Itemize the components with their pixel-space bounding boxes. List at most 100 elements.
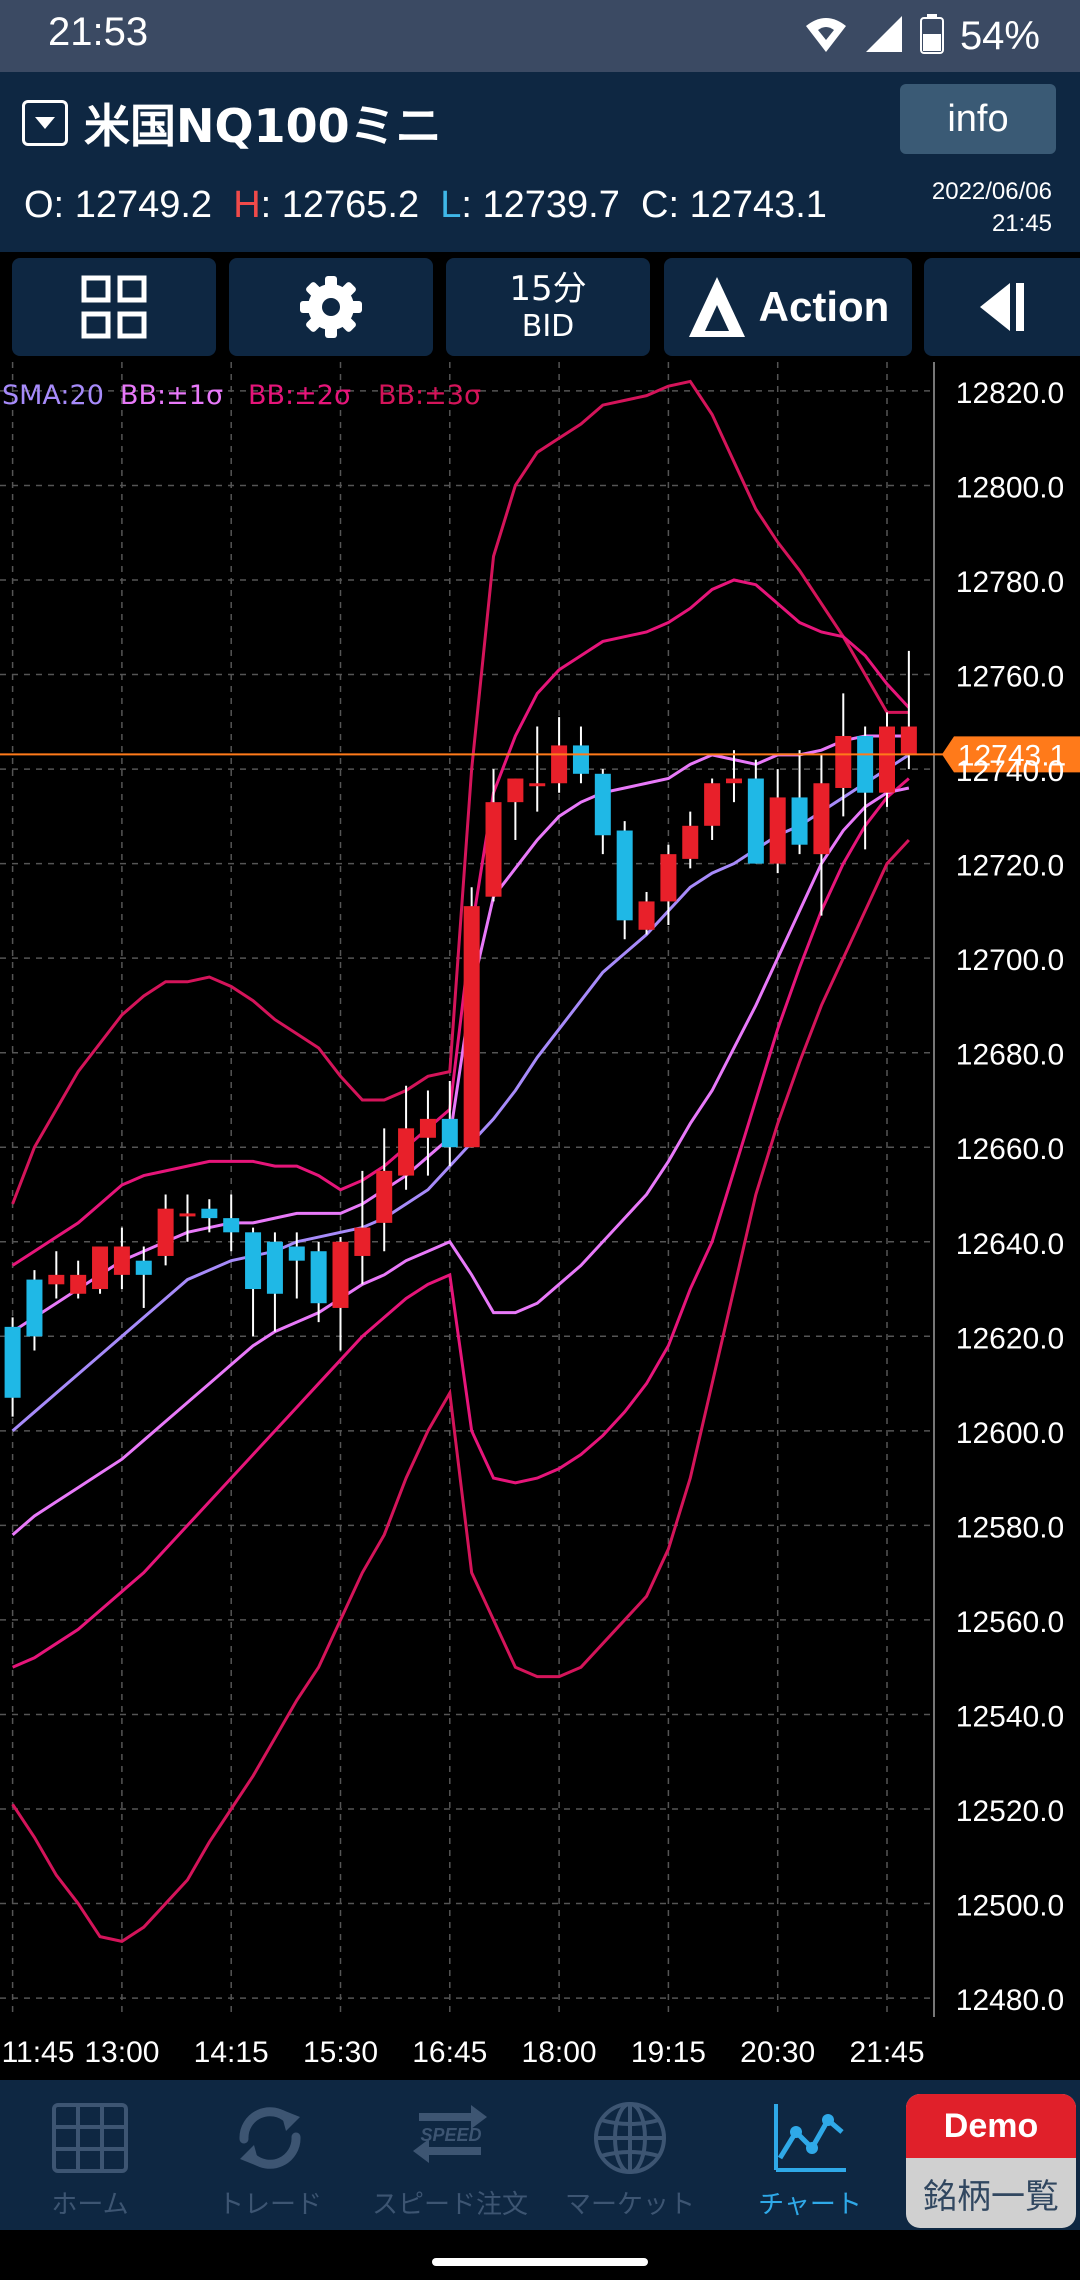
- action-button[interactable]: Action: [664, 258, 912, 356]
- candle-body: [857, 735, 874, 793]
- symbol-name[interactable]: 米国NQ100ミニ: [84, 99, 442, 153]
- bb2-lower-line: [12, 777, 910, 1669]
- candle-body: [26, 1279, 43, 1337]
- bb3-upper-line: [11, 379, 909, 1205]
- candle: [48, 1251, 65, 1299]
- x-tick-label: 21:45: [849, 2036, 924, 2069]
- candle-body: [463, 906, 480, 1148]
- candle-body: [113, 1246, 130, 1275]
- open-value: 12749.2: [74, 184, 213, 226]
- nav-home[interactable]: ホーム: [0, 2080, 180, 2230]
- candle: [857, 726, 874, 850]
- candle-body: [4, 1326, 21, 1398]
- candle: [419, 1090, 436, 1176]
- candle: [157, 1194, 174, 1266]
- globe-icon: [594, 2102, 666, 2174]
- home-gesture-handle[interactable]: [432, 2258, 648, 2266]
- layout-button[interactable]: [12, 258, 216, 356]
- candle-body: [398, 1128, 415, 1176]
- y-tick-label: 12580.0: [956, 1511, 1064, 1544]
- candle: [376, 1128, 393, 1252]
- candle-body: [616, 830, 633, 921]
- candle: [26, 1270, 43, 1351]
- speed-icon-text: SPEED: [420, 2125, 481, 2145]
- action-label: Action: [758, 283, 890, 330]
- gear-icon: [300, 276, 362, 338]
- x-tick-label: 13:00: [84, 2036, 159, 2069]
- nav-chart[interactable]: チャート: [720, 2080, 900, 2230]
- y-tick-label: 12680.0: [956, 1039, 1064, 1072]
- candle-body: [419, 1118, 436, 1138]
- x-tick-label: 16:45: [412, 2036, 487, 2069]
- candle-body: [441, 1118, 458, 1148]
- candle: [879, 712, 895, 807]
- candle-body: [507, 778, 524, 803]
- y-tick-label: 12480.0: [956, 1984, 1064, 2017]
- low-value: : 12739.7: [461, 184, 620, 226]
- candle: [485, 769, 502, 902]
- candle-body: [835, 735, 852, 788]
- y-tick-label: 12820.0: [956, 377, 1064, 410]
- chart-icon: [774, 2104, 846, 2172]
- current-price-label: 12743.1: [958, 739, 1066, 772]
- candle-body: [266, 1241, 283, 1294]
- y-tick-label: 12700.0: [956, 944, 1064, 977]
- trade-arrows-icon: [239, 2107, 301, 2169]
- x-tick-label: 19:15: [631, 2036, 706, 2069]
- bar-date: 2022/06/06: [931, 178, 1052, 205]
- wifi-icon: [804, 14, 848, 58]
- demo-symbol-list-button[interactable]: Demo 銘柄一覧: [906, 2094, 1076, 2228]
- candle-body: [92, 1246, 109, 1290]
- indicator-legend-item: BB:±1σ: [120, 380, 223, 411]
- close-value: 12743.1: [689, 184, 827, 226]
- timeframe-button[interactable]: 15分 BID: [446, 258, 650, 356]
- candle-body: [157, 1208, 174, 1256]
- candle: [4, 1317, 21, 1417]
- candle-body: [704, 783, 721, 826]
- battery-icon: [919, 14, 944, 58]
- candle: [813, 754, 830, 916]
- candle: [354, 1170, 371, 1285]
- candle-body: [288, 1246, 305, 1261]
- caret-down-icon: [35, 117, 55, 129]
- x-tick-label: 14:15: [194, 2036, 269, 2069]
- timeframe-period: 15分: [509, 269, 587, 309]
- candle: [223, 1194, 240, 1252]
- bb2-upper-line: [11, 578, 910, 1267]
- candle: [507, 778, 524, 840]
- nav-trade-label: トレード: [217, 2190, 322, 2220]
- candle-body: [223, 1218, 240, 1233]
- x-tick-label: 11:45: [2, 2036, 75, 2069]
- nav-trade[interactable]: トレード: [180, 2080, 360, 2230]
- candle-body: [354, 1227, 371, 1256]
- symbol-dropdown-button[interactable]: [22, 100, 68, 146]
- candle-body: [70, 1274, 87, 1294]
- candle: [135, 1246, 152, 1308]
- candle-body: [245, 1232, 262, 1290]
- settings-button[interactable]: [229, 258, 433, 356]
- indicator-legend-item: BB:±3σ: [378, 380, 481, 411]
- battery-percentage: 54%: [959, 13, 1040, 58]
- candle: [638, 891, 655, 935]
- candlestick-chart[interactable]: 12743.1 12820.0 12800.0 12780.0 12760.0 1274…: [0, 362, 1080, 2080]
- y-tick-label: 12520.0: [956, 1795, 1064, 1828]
- symbol-list-label: 銘柄一覧: [923, 2176, 1059, 2217]
- price-chart[interactable]: 12743.1 12820.0 12800.0 12780.0 12760.0 1274…: [0, 362, 1080, 2080]
- nav-market[interactable]: マーケット: [540, 2080, 720, 2230]
- open-label: O:: [24, 184, 65, 226]
- grid-icon: [81, 275, 147, 339]
- candle: [201, 1199, 218, 1233]
- candle-body: [179, 1213, 196, 1217]
- bb1-lower-line: [11, 786, 910, 1536]
- status-bar: 21:53 54%: [0, 0, 1080, 72]
- info-button[interactable]: info: [900, 84, 1056, 154]
- y-tick-label: 12540.0: [956, 1700, 1064, 1733]
- status-icons: 54%: [804, 8, 1040, 64]
- candle: [529, 726, 546, 812]
- candle-body: [725, 778, 742, 784]
- collapse-panel-button[interactable]: [924, 258, 1080, 356]
- nav-speed-order[interactable]: SPEED スピード注文: [360, 2080, 540, 2230]
- close-label: C:: [641, 184, 679, 226]
- candle: [332, 1237, 349, 1351]
- indicator-legend-item: SMA:20: [2, 380, 104, 411]
